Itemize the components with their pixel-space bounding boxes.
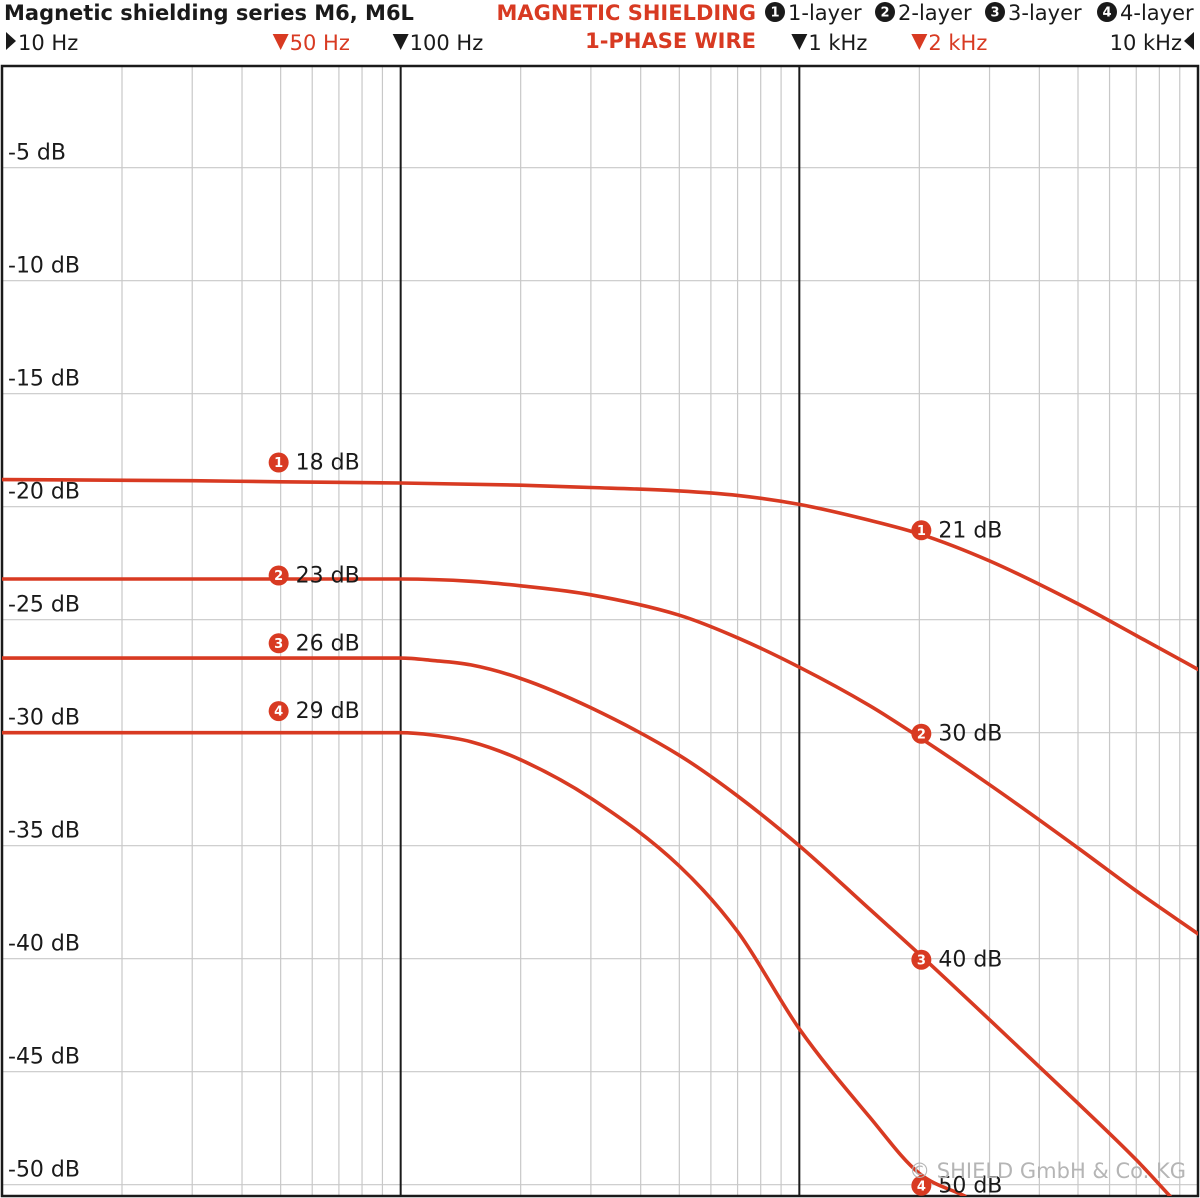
- series-badge-4: 4: [911, 1175, 932, 1196]
- plot-frame: [0, 64, 1200, 1198]
- badge-circle: [911, 949, 932, 970]
- series-line-1: [2, 477, 1198, 672]
- badge-number: 4: [1102, 6, 1111, 21]
- badge-circle: [911, 520, 932, 541]
- y-tick-label: -40 dB: [8, 932, 80, 957]
- marker-arrow-down: [791, 34, 808, 50]
- badge-number: 4: [274, 705, 283, 720]
- badge-number: 3: [990, 6, 999, 21]
- legend-label-2: 2-layer: [898, 1, 972, 25]
- series-annotation-label: 18 dB: [296, 451, 360, 476]
- series-annotation-label: 23 dB: [296, 564, 360, 589]
- y-tick-label: -45 dB: [8, 1045, 80, 1070]
- badge-circle: [765, 2, 785, 22]
- badge-number: 1: [274, 456, 283, 471]
- chart-title-line2: 1-PHASE WIRE: [585, 29, 756, 53]
- freq-marker-label: 100 Hz: [410, 31, 484, 55]
- chart-series: [2, 477, 1198, 1196]
- y-tick-label: -15 dB: [8, 367, 80, 392]
- badge-number: 2: [274, 569, 283, 584]
- marker-arrow-down: [272, 34, 289, 50]
- badge-circle: [875, 2, 895, 22]
- series-badge-4: 4: [268, 701, 289, 722]
- series-annotation-label: 29 dB: [296, 699, 360, 724]
- copyright-notice: © SHIELD GmbH & Co. KG: [909, 1159, 1186, 1183]
- series-badge-3: 3: [911, 949, 932, 970]
- page-title: Magnetic shielding series M6, M6L: [4, 1, 414, 25]
- marker-arrow-right: [6, 32, 16, 50]
- badge-number: 1: [770, 6, 779, 21]
- series-line-4: [2, 730, 967, 1196]
- legend-badge-4: 4: [1097, 2, 1117, 22]
- y-tick-label: -20 dB: [8, 480, 80, 505]
- series-annotation-label: 50 dB: [938, 1174, 1002, 1198]
- chart-header: Magnetic shielding series M6, M6L MAGNET…: [4, 1, 1194, 55]
- badge-circle: [985, 2, 1005, 22]
- legend-badge-3: 3: [985, 2, 1005, 22]
- marker-arrow-down: [911, 34, 928, 50]
- y-axis-labels: -5 dB -10 dB -15 dB -20 dB -25 dB -30 dB -35 d…: [8, 141, 80, 1183]
- chart-grid: [0, 64, 1200, 1198]
- chart-title-line1: MAGNETIC SHIELDING: [497, 1, 756, 25]
- series-badge-3: 3: [268, 633, 289, 654]
- y-tick-label: -5 dB: [8, 141, 66, 166]
- series-badge-2: 2: [268, 565, 289, 586]
- legend-label-1: 1-layer: [788, 1, 862, 25]
- legend-label-4: 4-layer: [1120, 1, 1194, 25]
- badge-circle: [911, 1175, 932, 1196]
- y-tick-label: -50 dB: [8, 1158, 80, 1183]
- marker-arrow-left: [1184, 32, 1194, 50]
- freq-marker-label: 10 kHz: [1110, 31, 1182, 55]
- legend-badge-2: 2: [875, 2, 895, 22]
- y-tick-label: -10 dB: [8, 254, 80, 279]
- y-tick-label: -30 dB: [8, 706, 80, 731]
- badge-number: 2: [880, 6, 889, 21]
- series-line-3: [2, 656, 1172, 1196]
- legend-label-3: 3-layer: [1008, 1, 1082, 25]
- marker-arrow-down: [392, 34, 409, 50]
- series-badge-1: 1: [268, 452, 289, 473]
- freq-marker-label: 1 kHz: [808, 31, 867, 55]
- series-annotation-label: 30 dB: [938, 722, 1002, 747]
- badge-number: 4: [917, 1179, 926, 1194]
- badge-circle: [911, 723, 932, 744]
- badge-circle: [268, 452, 289, 473]
- badge-circle: [1097, 2, 1117, 22]
- legend-badge-1: 1: [765, 2, 785, 22]
- badge-circle: [268, 565, 289, 586]
- series-line-2: [2, 577, 1198, 936]
- y-tick-label: -25 dB: [8, 593, 80, 618]
- badge-number: 1: [917, 524, 926, 539]
- badge-circle: [268, 633, 289, 654]
- series-annotation-label: 26 dB: [296, 631, 360, 656]
- badge-number: 3: [274, 637, 283, 652]
- badge-number: 3: [917, 953, 926, 968]
- freq-marker-label: 10 Hz: [18, 31, 78, 55]
- badge-number: 2: [917, 727, 926, 742]
- legend: 1 1-layer 2 2-layer 3 3-layer 4 4-layer: [765, 1, 1194, 25]
- series-annotation-label: 21 dB: [938, 518, 1002, 543]
- series-annotation-label: 40 dB: [938, 948, 1002, 973]
- series-annotations: 1 18 dB 1 21 dB 2 23 dB 2 30 dB 3 26 dB 3 40 dB 4 29 …: [268, 451, 1002, 1198]
- badge-circle: [268, 701, 289, 722]
- freq-marker-label: 2 kHz: [928, 31, 987, 55]
- frequency-markers: 10 Hz 50 Hz 100 Hz 1 kHz 2 kHz 10 kHz: [6, 31, 1194, 55]
- y-tick-label: -35 dB: [8, 819, 80, 844]
- series-badge-1: 1: [911, 520, 932, 541]
- series-badge-2: 2: [911, 723, 932, 744]
- freq-marker-label: 50 Hz: [290, 31, 350, 55]
